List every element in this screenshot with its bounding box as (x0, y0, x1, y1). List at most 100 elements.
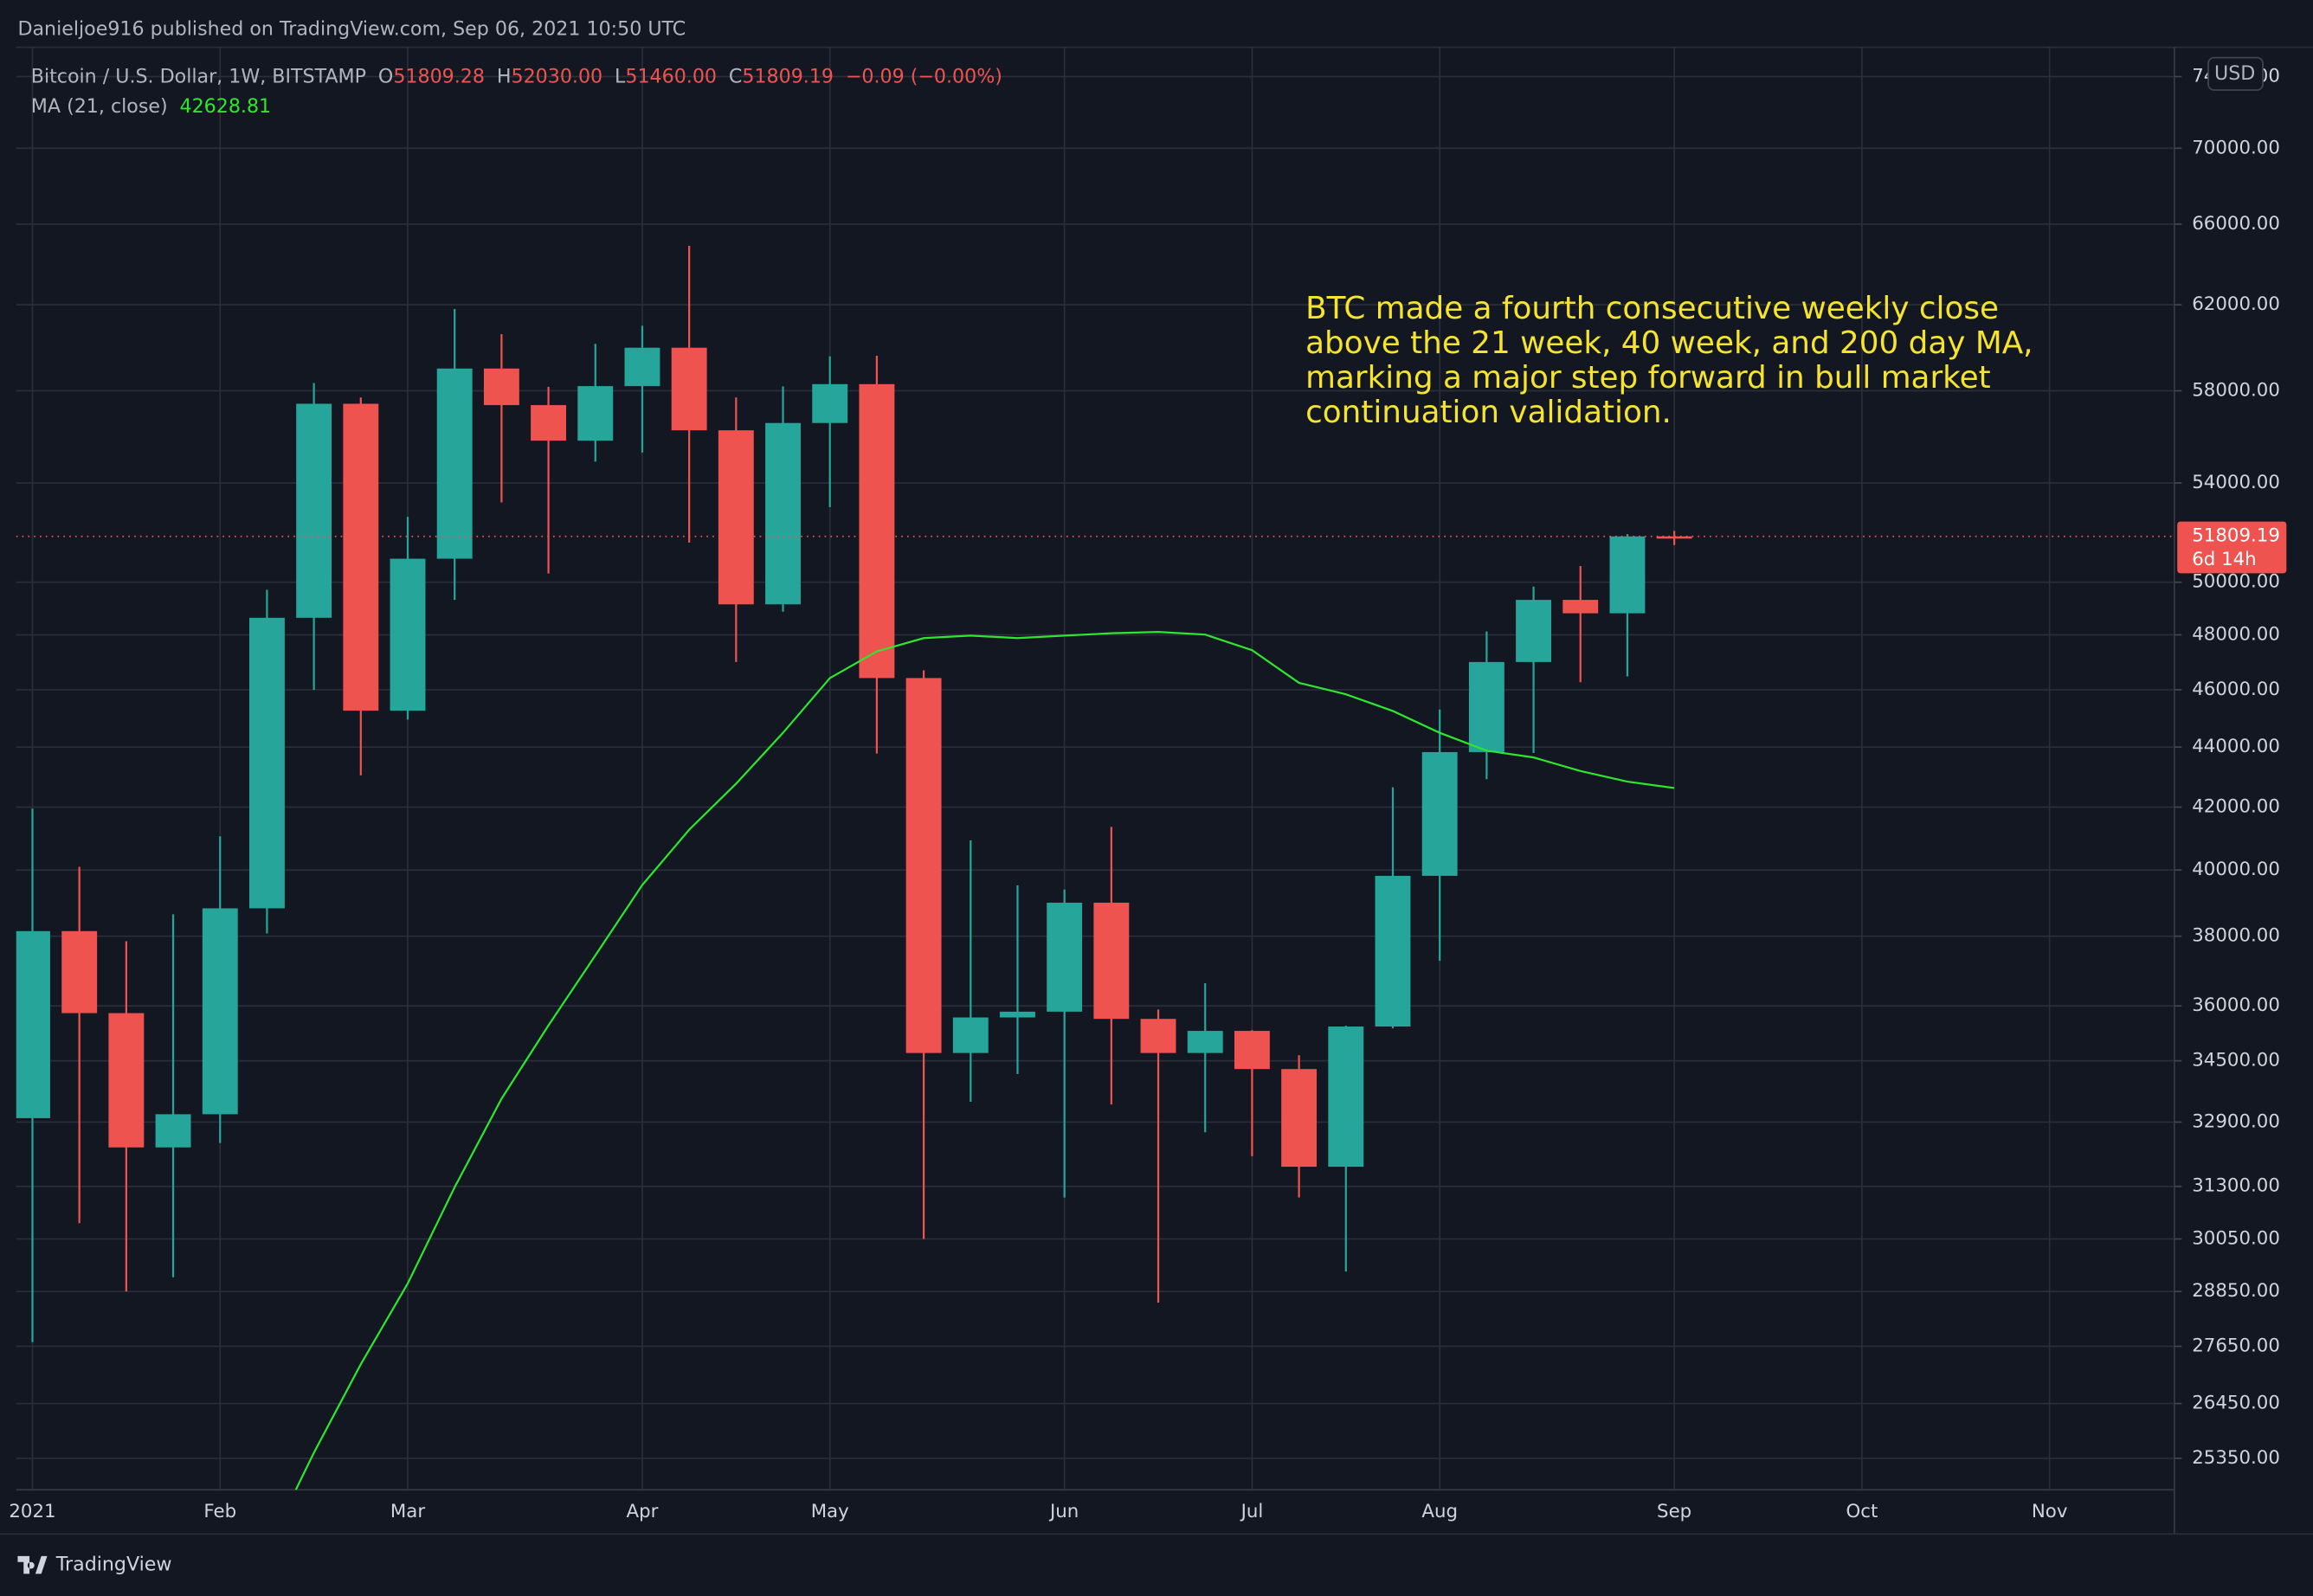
y-tick-label: 34500.00 (2192, 1050, 2280, 1072)
candle-body (1234, 1031, 1270, 1070)
publisher: Danieljoe916 published on TradingView.co… (17, 18, 686, 41)
price-tag-countdown: 6d 14h (2192, 549, 2256, 570)
candle-body (952, 1017, 989, 1053)
y-tick-label: 44000.00 (2192, 736, 2280, 757)
y-tick-label: 38000.00 (2192, 925, 2280, 947)
x-tick-label: 2021 (9, 1501, 55, 1522)
y-tick-label: 58000.00 (2192, 380, 2280, 402)
candle-body (1421, 751, 1458, 876)
candle-body (531, 405, 567, 441)
indicator-name: MA (21, close) (31, 94, 168, 117)
x-tick-label: Feb (203, 1501, 236, 1522)
x-tick-label: Nov (2032, 1501, 2068, 1522)
y-tick-label: 31300.00 (2192, 1175, 2280, 1197)
indicator-value: 42628.81 (179, 94, 271, 117)
y-tick-label: 50000.00 (2192, 571, 2280, 593)
candle-body (1187, 1031, 1223, 1053)
candle-body (1375, 875, 1411, 1027)
candle-body (16, 930, 50, 1118)
candle-body (436, 368, 473, 559)
annotation: BTC made a fourth consecutive weekly clo… (1305, 291, 2033, 430)
candle-body (1281, 1069, 1318, 1168)
annotation-line: continuation validation. (1305, 395, 1672, 430)
annotation-line: marking a major step forward in bull mar… (1305, 360, 1991, 396)
candle-body (1328, 1026, 1364, 1168)
y-tick-label: 28850.00 (2192, 1280, 2280, 1302)
legend-key: L (615, 65, 626, 87)
y-tick-label: 66000.00 (2192, 213, 2280, 235)
x-tick-label: May (811, 1501, 849, 1522)
candle-body (1656, 536, 1692, 539)
candle-body (390, 558, 426, 711)
candle-body (108, 1013, 145, 1148)
x-tick-label: Mar (390, 1501, 425, 1522)
price-tag (2177, 521, 2287, 574)
x-tick-label: Apr (627, 1501, 659, 1522)
candle-body (577, 386, 614, 441)
candle-body (248, 617, 285, 909)
candle-body (483, 368, 519, 406)
y-tick-label: 54000.00 (2192, 472, 2280, 493)
candle-body (343, 403, 379, 711)
candle-body (859, 383, 895, 679)
candle-body (296, 403, 332, 618)
candle-body (718, 430, 754, 605)
plot-area (16, 246, 2174, 1490)
x-tick-label: Aug (1421, 1501, 1458, 1522)
x-tick-label: Sep (1657, 1501, 1691, 1522)
y-tick-label: 25350.00 (2192, 1447, 2280, 1469)
y-tick-label: 42000.00 (2192, 796, 2280, 818)
candle-body (905, 678, 942, 1053)
legend-low: 51460.00 (625, 65, 717, 87)
candle-body (812, 383, 848, 423)
x-tick-label: Jul (1240, 1501, 1264, 1522)
indicator-legend: MA (21, close) 42628.81 (31, 94, 271, 117)
y-tick-label: 32900.00 (2192, 1110, 2280, 1132)
legend-change: −0.09 (−0.00%) (846, 65, 1002, 87)
y-tick-label: 40000.00 (2192, 859, 2280, 880)
legend-key: O (378, 65, 393, 87)
candle-body (1516, 600, 1552, 662)
legend-close: 51809.19 (742, 65, 834, 87)
y-tick-label: 27650.00 (2192, 1335, 2280, 1356)
candle-body (1000, 1011, 1035, 1018)
y-tick-label: 36000.00 (2192, 994, 2280, 1016)
symbol-title: Bitcoin / U.S. Dollar, 1W, BITSTAMP (31, 65, 366, 87)
legend-key: C (729, 65, 742, 87)
candle-body (1047, 902, 1083, 1012)
legend-key: H (497, 65, 512, 87)
y-tick-label: 26450.00 (2192, 1393, 2280, 1414)
brand-logo (17, 1555, 48, 1574)
y-tick-label: 62000.00 (2192, 293, 2280, 315)
currency-button[interactable] (2207, 56, 2264, 91)
legend-high: 52030.00 (511, 65, 602, 87)
x-tick-label: Oct (1846, 1501, 1878, 1522)
y-tick-label: 48000.00 (2192, 624, 2280, 646)
y-tick-label: 46000.00 (2192, 679, 2280, 700)
currency-label: USD (2214, 62, 2255, 85)
moving-average-line (294, 631, 1675, 1490)
candle-body (1468, 661, 1504, 752)
candle-body (1140, 1019, 1176, 1053)
logo-mark (17, 1555, 48, 1574)
brand: TradingView (55, 1554, 172, 1576)
candle-body (671, 347, 707, 431)
y-tick-label: 70000.00 (2192, 137, 2280, 158)
candle-body (1562, 600, 1599, 614)
y-tick-label: 30050.00 (2192, 1227, 2280, 1249)
annotation-line: above the 21 week, 40 week, and 200 day … (1305, 325, 2033, 361)
candle-body (1609, 536, 1646, 614)
price-tag-value: 51809.19 (2192, 525, 2280, 547)
candle-body (765, 422, 801, 605)
axes: 25350.00 26450.00 27650.00 28850.00 30050.00… (9, 65, 2287, 1522)
candle-body (624, 347, 660, 387)
x-tick-label: Jun (1048, 1501, 1079, 1522)
legend-open: 51809.28 (393, 65, 485, 87)
legend: Bitcoin / U.S. Dollar, 1W, BITSTAMP O518… (31, 65, 1002, 87)
candle-body (1093, 902, 1130, 1020)
candle-body (61, 930, 98, 1014)
annotation-line: BTC made a fourth consecutive weekly clo… (1305, 291, 1999, 326)
